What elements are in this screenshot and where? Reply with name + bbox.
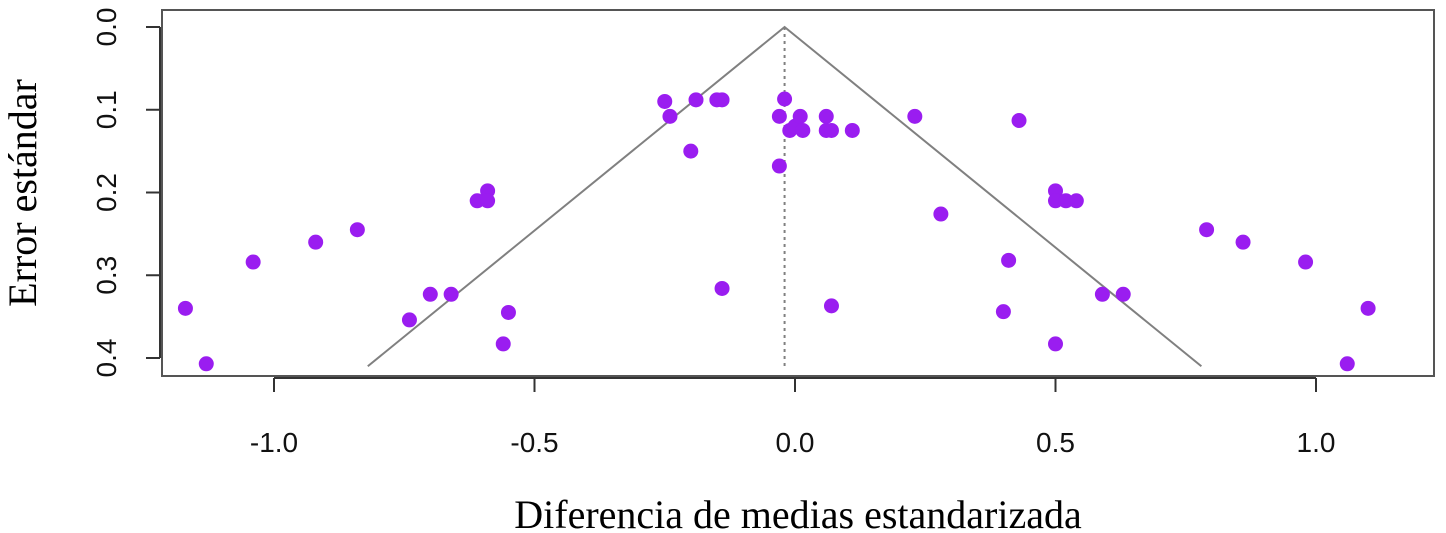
data-point	[1058, 193, 1074, 209]
data-point	[500, 304, 516, 320]
data-point	[662, 108, 678, 124]
data-point	[308, 234, 324, 250]
data-point	[1298, 254, 1314, 270]
data-point	[349, 222, 365, 238]
plot-frame	[161, 9, 1435, 377]
data-point	[1011, 113, 1027, 129]
data-point	[422, 286, 438, 302]
data-point	[1199, 222, 1215, 238]
data-point	[657, 93, 673, 109]
x-tick-label: 0.0	[776, 427, 815, 458]
x-axis-title: Diferencia de medias estandarizada	[514, 492, 1082, 533]
x-tick-label: 0.5	[1036, 427, 1075, 458]
data-point	[795, 122, 811, 138]
data-point	[401, 312, 417, 328]
data-point	[480, 193, 496, 209]
y-tick-label: 0.0	[91, 8, 122, 47]
data-point	[714, 280, 730, 296]
data-point	[823, 122, 839, 138]
x-tick-label: -0.5	[510, 427, 558, 458]
data-point	[1094, 286, 1110, 302]
y-tick-label: 0.4	[91, 339, 122, 378]
data-point	[245, 254, 261, 270]
data-point	[1235, 234, 1251, 250]
data-point	[823, 298, 839, 314]
data-point	[1048, 193, 1063, 209]
data-point	[1001, 252, 1017, 268]
data-point	[714, 92, 730, 108]
data-point	[844, 122, 860, 138]
data-point	[177, 300, 193, 316]
data-point	[907, 108, 923, 124]
x-tick-label: 1.0	[1297, 427, 1336, 458]
y-tick-label: 0.3	[91, 256, 122, 295]
y-axis-title: Error estándar	[0, 79, 45, 307]
data-point	[198, 356, 214, 372]
data-point	[1360, 300, 1376, 316]
data-point	[1339, 356, 1355, 372]
data-point	[995, 304, 1011, 320]
data-point	[777, 91, 793, 107]
data-point	[818, 108, 834, 124]
data-point	[688, 92, 704, 108]
y-tick-label: 0.1	[91, 90, 122, 129]
data-point	[771, 108, 787, 124]
x-tick-label: -1.0	[250, 427, 298, 458]
funnel-lines	[367, 25, 1203, 368]
data-point	[792, 108, 808, 124]
data-point	[443, 286, 459, 302]
x-axis: -1.0 -0.5 0.0 0.5 1.0	[250, 377, 1336, 458]
data-point	[683, 143, 699, 159]
y-tick-label: 0.2	[91, 173, 122, 212]
data-point	[1115, 286, 1131, 302]
data-point	[933, 206, 949, 222]
data-points	[177, 91, 1376, 372]
data-point	[1048, 336, 1063, 352]
data-point	[495, 336, 511, 352]
data-point	[469, 193, 485, 209]
y-axis: 0.0 0.1 0.2 0.3 0.4	[91, 8, 161, 378]
data-point	[771, 158, 787, 174]
data-point	[1068, 193, 1084, 209]
